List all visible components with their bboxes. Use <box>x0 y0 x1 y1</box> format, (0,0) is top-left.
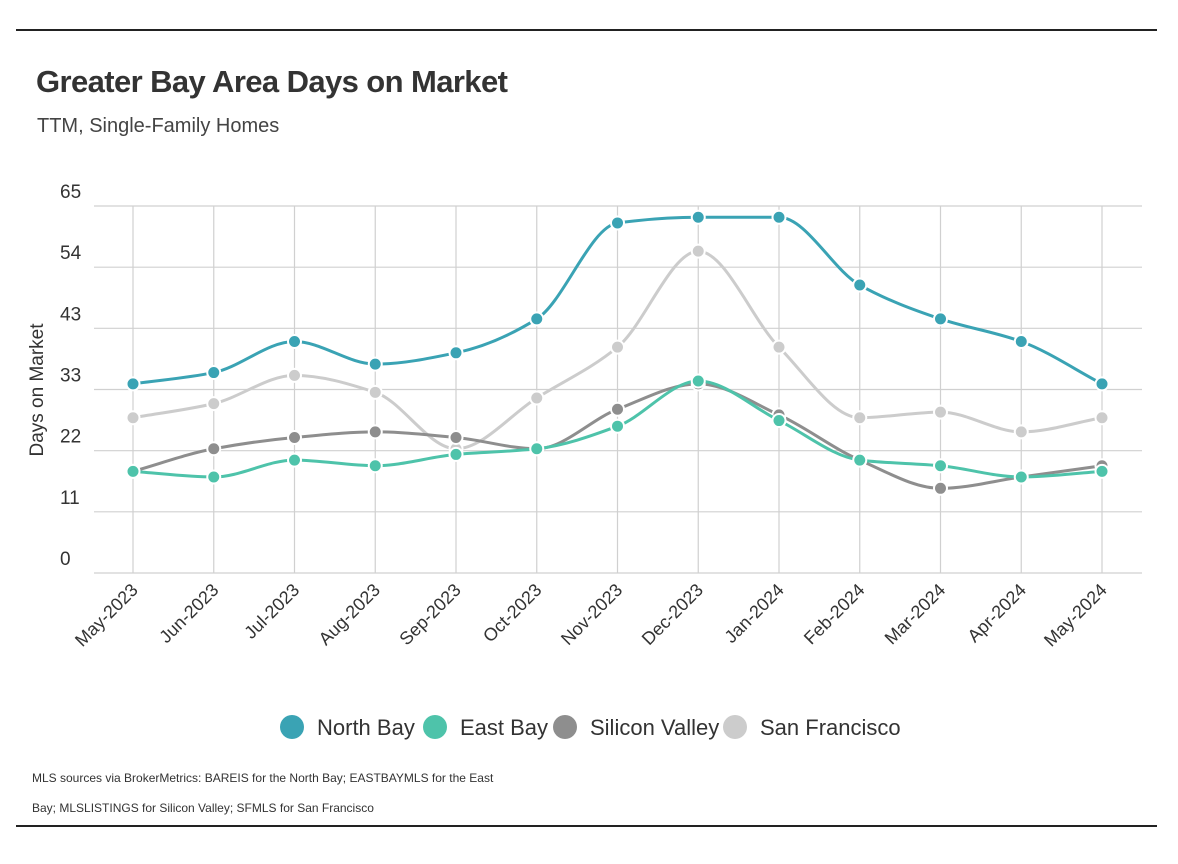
data-point-north-bay <box>1094 376 1110 392</box>
series-north-bay <box>125 209 1110 392</box>
data-point-north-bay <box>448 345 464 361</box>
source-note-line-2: Bay; MLSLISTINGS for Silicon Valley; SFM… <box>32 801 374 815</box>
legend-label-north-bay: North Bay <box>317 715 415 740</box>
data-point-east-bay <box>125 463 141 479</box>
x-tick-label: Sep-2023 <box>395 580 464 649</box>
x-tick-label: Dec-2023 <box>638 580 707 649</box>
data-point-north-bay <box>206 365 222 381</box>
series-east-bay <box>125 373 1110 485</box>
data-point-san-francisco <box>529 390 545 406</box>
legend: North Bay East Bay Silicon Valley San Franc… <box>280 715 901 740</box>
legend-item-san-francisco: San Francisco <box>723 715 901 740</box>
data-point-east-bay <box>367 458 383 474</box>
data-point-san-francisco <box>1094 410 1110 426</box>
data-point-san-francisco <box>933 404 948 420</box>
top-rule <box>16 29 1157 31</box>
data-point-san-francisco <box>206 396 222 412</box>
data-point-san-francisco <box>610 339 625 355</box>
series-san-francisco <box>125 243 1110 457</box>
x-axis-ticks: May-2023 Jun-2023 Jul-2023 Aug-2023 Sep-2023… <box>71 580 1111 651</box>
legend-item-silicon-valley: Silicon Valley <box>553 715 719 740</box>
data-point-north-bay <box>771 209 787 225</box>
y-axis-label: Days on Market <box>27 323 48 457</box>
legend-swatch-san-francisco <box>723 715 747 739</box>
data-point-east-bay <box>287 452 302 468</box>
x-tick-label: Jan-2024 <box>721 580 788 647</box>
x-tick-label: May-2023 <box>71 580 142 651</box>
series-lines <box>125 209 1110 496</box>
data-point-north-bay <box>287 334 302 350</box>
data-point-san-francisco <box>771 339 787 355</box>
data-point-east-bay <box>529 441 545 457</box>
data-point-silicon-valley <box>287 429 302 445</box>
x-tick-label: Feb-2024 <box>800 580 869 649</box>
x-tick-label: Nov-2023 <box>557 580 626 649</box>
data-point-north-bay <box>852 277 868 293</box>
data-point-east-bay <box>610 418 625 434</box>
data-point-east-bay <box>206 469 222 485</box>
chart-title: Greater Bay Area Days on Market <box>36 64 508 99</box>
y-tick-label: 54 <box>60 243 82 264</box>
data-point-san-francisco <box>367 384 383 400</box>
data-point-east-bay <box>933 458 948 474</box>
source-note-line-1: MLS sources via BrokerMetrics: BAREIS fo… <box>32 771 494 785</box>
data-point-north-bay <box>367 356 383 372</box>
data-point-east-bay <box>852 452 868 468</box>
data-point-north-bay <box>1013 334 1029 350</box>
data-point-san-francisco <box>852 410 868 426</box>
data-point-silicon-valley <box>367 424 383 440</box>
x-tick-label: Apr-2024 <box>964 580 1031 647</box>
legend-item-north-bay: North Bay <box>280 715 415 740</box>
x-tick-label: Aug-2023 <box>315 580 384 649</box>
bottom-rule <box>16 825 1157 827</box>
data-point-north-bay <box>529 311 545 327</box>
data-point-north-bay <box>690 209 706 225</box>
data-point-east-bay <box>1013 469 1029 485</box>
x-tick-label: Jul-2023 <box>240 580 303 643</box>
y-tick-label: 33 <box>60 366 81 387</box>
data-point-east-bay <box>690 373 706 389</box>
legend-label-silicon-valley: Silicon Valley <box>590 715 719 740</box>
legend-swatch-east-bay <box>423 715 447 739</box>
data-point-silicon-valley <box>610 401 625 417</box>
y-axis-ticks: 0 11 22 33 43 54 65 <box>60 182 82 570</box>
y-tick-label: 65 <box>60 182 81 203</box>
data-point-san-francisco <box>690 243 706 259</box>
legend-swatch-north-bay <box>280 715 304 739</box>
data-point-san-francisco <box>287 367 302 383</box>
line-chart: 0 11 22 33 43 54 65 Days on Market May-2023 Jun… <box>27 182 1142 740</box>
data-point-san-francisco <box>1013 424 1029 440</box>
x-tick-label: Jun-2023 <box>155 580 222 647</box>
data-point-east-bay <box>1094 463 1110 479</box>
data-point-silicon-valley <box>933 480 948 496</box>
data-point-north-bay <box>125 376 141 392</box>
data-point-north-bay <box>610 215 625 231</box>
chart-subtitle: TTM, Single-Family Homes <box>37 115 280 137</box>
data-point-silicon-valley <box>206 441 222 457</box>
data-point-east-bay <box>448 446 464 462</box>
legend-label-east-bay: East Bay <box>460 715 548 740</box>
y-tick-label: 0 <box>60 549 71 570</box>
legend-item-east-bay: East Bay <box>423 715 548 740</box>
x-tick-label: Oct-2023 <box>479 580 546 647</box>
legend-label-san-francisco: San Francisco <box>760 715 901 740</box>
data-point-east-bay <box>771 413 787 429</box>
data-point-north-bay <box>933 311 948 327</box>
x-tick-label: May-2024 <box>1040 580 1111 651</box>
y-tick-label: 11 <box>60 488 80 509</box>
data-point-san-francisco <box>125 410 141 426</box>
y-tick-label: 43 <box>60 304 81 325</box>
x-tick-label: Mar-2024 <box>881 580 950 649</box>
y-tick-label: 22 <box>60 427 81 448</box>
data-point-silicon-valley <box>448 429 464 445</box>
legend-swatch-silicon-valley <box>553 715 577 739</box>
